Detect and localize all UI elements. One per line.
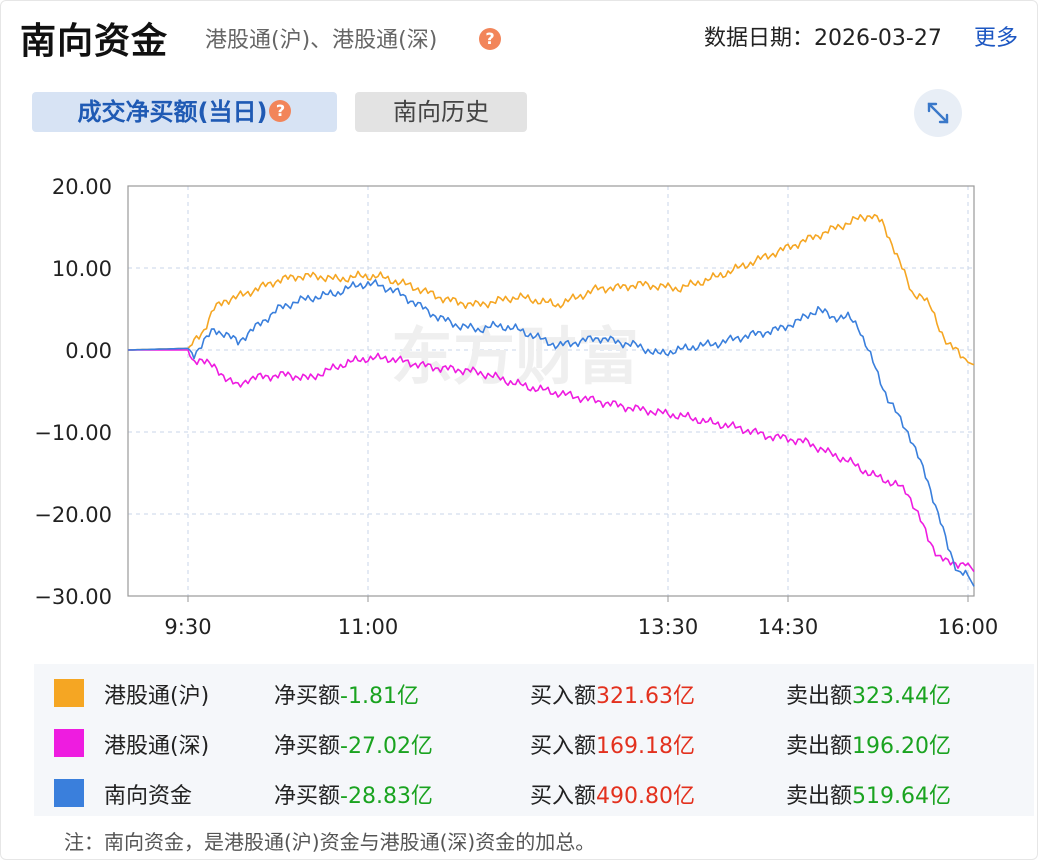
net-buy: 净买额-27.02亿 xyxy=(274,728,433,760)
series-line-1 xyxy=(127,213,975,366)
buy-amount-label: 买入额 xyxy=(530,734,597,759)
sell-amount: 卖出额323.44亿 xyxy=(786,678,951,710)
legend-name: 南向资金 xyxy=(104,784,193,809)
sell-amount-label: 卖出额 xyxy=(786,734,853,759)
sell-amount-value: 323.44亿 xyxy=(852,684,951,709)
y-tick-label: 0.00 xyxy=(65,339,112,363)
more-link[interactable]: 更多 xyxy=(974,26,1019,51)
page-subtitle: 港股通(沪)、港股通(深) xyxy=(205,28,438,53)
x-tick-label: 13:30 xyxy=(638,615,699,639)
x-tick-label: 11:00 xyxy=(338,615,399,639)
buy-amount: 买入额169.18亿 xyxy=(530,728,695,760)
buy-amount-label: 买入额 xyxy=(530,784,597,809)
sell-amount: 卖出额519.64亿 xyxy=(786,778,951,810)
series-line-3 xyxy=(127,279,975,587)
net-buy-value: -28.83亿 xyxy=(340,784,433,809)
sell-amount-value: 519.64亿 xyxy=(852,784,951,809)
net-buy-label: 净买额 xyxy=(274,784,341,809)
legend-row: 南向资金 净买额-28.83亿 买入额490.80亿 卖出额519.64亿 xyxy=(34,766,1034,816)
legend-row: 港股通(深) 净买额-27.02亿 买入额169.18亿 卖出额196.20亿 xyxy=(34,716,1034,766)
x-tick-label: 16:00 xyxy=(938,615,999,639)
buy-amount-value: 169.18亿 xyxy=(596,734,695,759)
tab-southbound-history-label: 南向历史 xyxy=(393,98,489,126)
legend-swatch xyxy=(54,779,84,807)
x-tick-label: 9:30 xyxy=(164,615,211,639)
net-buy-value: -27.02亿 xyxy=(340,734,433,759)
page-title: 南向资金 xyxy=(20,21,169,62)
y-tick-label: 20.00 xyxy=(52,175,112,199)
net-buy-label: 净买额 xyxy=(274,684,341,709)
chart-axes: 20.00 10.00 0.00 −10.00 −20.00 −30.00 9:30 11:0… xyxy=(34,175,998,639)
chart-series xyxy=(127,213,975,587)
sell-amount-value: 196.20亿 xyxy=(852,734,951,759)
legend-table: 港股通(沪) 净买额-1.81亿 买入额321.63亿 卖出额323.44亿 港… xyxy=(34,664,1034,816)
y-tick-label: −30.00 xyxy=(34,585,112,609)
x-tick-label: 14:30 xyxy=(758,615,819,639)
legend-name: 港股通(沪) xyxy=(104,684,210,709)
plot-area xyxy=(127,185,975,597)
tab-net-buy-today-label: 成交净买额(当日) xyxy=(77,98,268,126)
y-tick-label: −20.00 xyxy=(34,503,112,527)
buy-amount: 买入额490.80亿 xyxy=(530,778,695,810)
help-icon[interactable]: ? xyxy=(479,28,501,50)
footnote: 注：南向资金，是港股通(沪)资金与港股通(深)资金的加总。 xyxy=(64,830,596,854)
data-date: 数据日期：2026-03-27 xyxy=(704,26,942,51)
legend-swatch xyxy=(54,679,84,707)
y-tick-label: −10.00 xyxy=(34,421,112,445)
legend-swatch xyxy=(54,729,84,757)
southbound-flow-chart: 东方财富 20.00 10.00 0.00 −10.00 −20.00 −30.00 9:3… xyxy=(34,175,998,639)
expand-button[interactable] xyxy=(914,89,962,137)
chart-grid xyxy=(128,186,974,596)
legend-row: 港股通(沪) 净买额-1.81亿 买入额321.63亿 卖出额323.44亿 xyxy=(34,666,1034,716)
net-buy-label: 净买额 xyxy=(274,734,341,759)
series-line-2 xyxy=(128,349,975,573)
net-buy: 净买额-28.83亿 xyxy=(274,778,433,810)
tab-net-buy-today[interactable]: 成交净买额(当日)? xyxy=(32,92,337,132)
legend-name: 港股通(深) xyxy=(104,734,210,759)
buy-amount-label: 买入额 xyxy=(530,684,597,709)
sell-amount-label: 卖出额 xyxy=(786,784,853,809)
net-buy-value: -1.81亿 xyxy=(340,684,419,709)
sell-amount-label: 卖出额 xyxy=(786,684,853,709)
y-tick-label: 10.00 xyxy=(52,257,112,281)
buy-amount: 买入额321.63亿 xyxy=(530,678,695,710)
help-icon[interactable]: ? xyxy=(269,100,292,122)
expand-icon xyxy=(927,102,949,124)
buy-amount-value: 490.80亿 xyxy=(596,784,695,809)
watermark-text: 东方财富 xyxy=(391,320,639,393)
tab-southbound-history[interactable]: 南向历史 xyxy=(355,92,527,132)
net-buy: 净买额-1.81亿 xyxy=(274,678,419,710)
buy-amount-value: 321.63亿 xyxy=(596,684,695,709)
sell-amount: 卖出额196.20亿 xyxy=(786,728,951,760)
